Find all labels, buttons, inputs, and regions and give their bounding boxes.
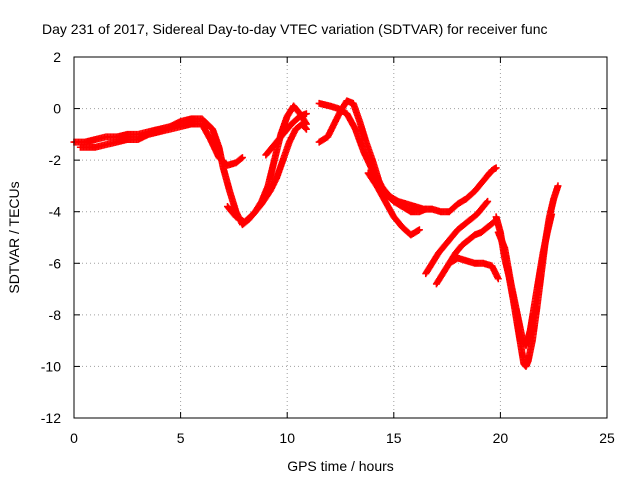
curve-trace-20-22h-inner xyxy=(494,210,556,350)
curve-trace-12-15h-upper xyxy=(315,99,494,216)
y-tick-label: -4 xyxy=(49,204,62,220)
x-tick-labels: 0 5 10 15 20 25 xyxy=(70,430,615,446)
curve-trace-17-20h-c xyxy=(445,254,502,283)
x-axis-label: GPS time / hours xyxy=(287,458,394,474)
curve-trace-19-5h-spike xyxy=(484,164,500,180)
data-point xyxy=(302,110,310,118)
y-tick-label: -8 xyxy=(49,307,62,323)
curve-trace-17-20h-a xyxy=(422,197,492,278)
chart-title: Day 231 of 2017, Sidereal Day-to-day VTE… xyxy=(42,21,548,37)
data-point xyxy=(554,182,562,190)
curve-trace-mid-segment xyxy=(262,110,310,159)
y-tick-label: -10 xyxy=(41,358,61,374)
data-points xyxy=(70,97,562,370)
data-point xyxy=(548,210,556,218)
data-point xyxy=(483,198,491,206)
data-point xyxy=(494,275,502,283)
data-point xyxy=(302,125,310,133)
curve-trace-lower-wave xyxy=(224,120,310,226)
curve-trace-upper xyxy=(76,120,246,169)
y-axis-label: SDTVAR / TECUs xyxy=(6,181,22,293)
data-point xyxy=(237,154,245,162)
x-tick-label: 10 xyxy=(279,430,295,446)
curve-trace-13-15h xyxy=(315,97,430,216)
x-tick-label: 20 xyxy=(493,430,509,446)
data-point xyxy=(415,226,423,234)
curve-trace-14-16h-lower xyxy=(364,169,423,239)
x-tick-label: 25 xyxy=(599,430,615,446)
data-point xyxy=(302,124,310,132)
x-tick-label: 15 xyxy=(386,430,402,446)
x-tick-label: 5 xyxy=(177,430,185,446)
y-tick-label: -2 xyxy=(49,152,62,168)
y-tick-label: 0 xyxy=(53,101,61,117)
curve-trace-17-20h-b xyxy=(432,218,498,288)
y-tick-label: 2 xyxy=(53,49,61,65)
y-tick-labels: 2 0 -2 -4 -6 -8 -10 -12 xyxy=(41,49,61,426)
data-point xyxy=(238,154,246,162)
y-tick-label: -6 xyxy=(49,255,62,271)
data-point xyxy=(484,197,492,205)
x-tick-label: 0 xyxy=(70,430,78,446)
data-point xyxy=(492,164,500,172)
plot-frame xyxy=(73,56,608,419)
axis-ticks xyxy=(73,56,608,419)
y-tick-label: -12 xyxy=(41,410,61,426)
